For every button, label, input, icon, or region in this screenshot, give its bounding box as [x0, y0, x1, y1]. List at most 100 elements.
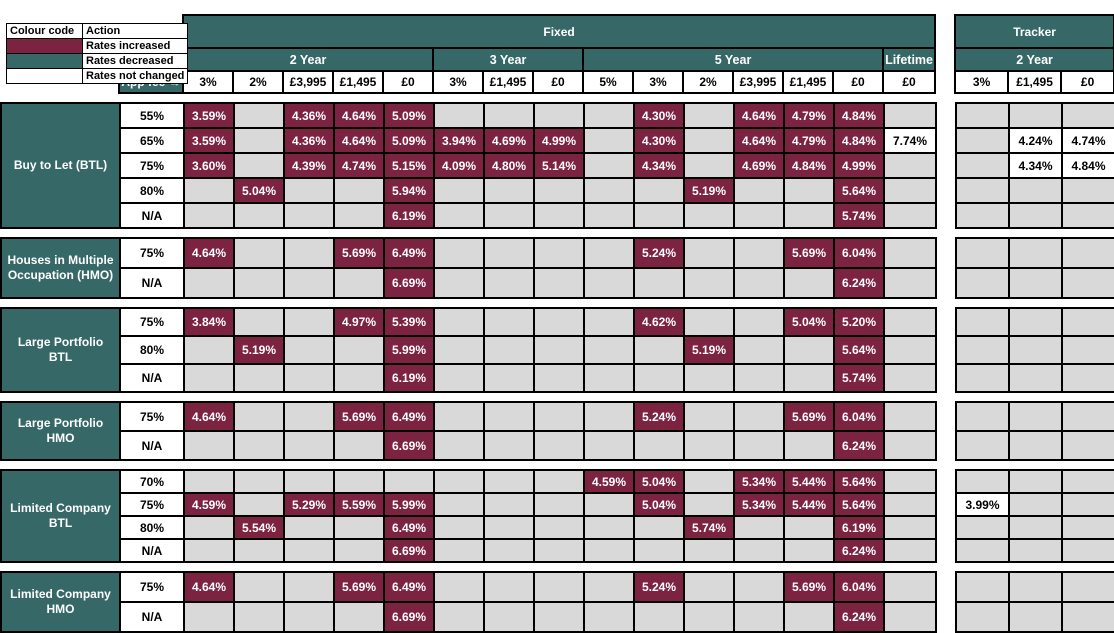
fee-header: 2%: [682, 70, 734, 94]
term-header: 5 Year: [582, 47, 884, 72]
rate-cell-empty: [533, 363, 585, 393]
rate-cell: 6.69%: [383, 601, 435, 633]
section-table: Buy to Let (BTL) 55% 3.59% 4.36% 4.64% 5.09% 4…: [0, 102, 1114, 229]
rate-cell-empty: [333, 538, 385, 563]
section-table: Large Portfolio BTL 75% 3.84% 4.97% 5.39% 4.6…: [0, 307, 1114, 393]
term-header: Lifetime: [881, 47, 937, 72]
legend-swatch-dec: [6, 53, 83, 69]
rate-cell-empty: [683, 152, 735, 179]
rate-cell-empty: [533, 335, 585, 365]
rate-cell-empty: [533, 601, 585, 633]
fee-header: £1,495: [1007, 70, 1063, 94]
rate-cell-empty: [883, 307, 937, 337]
section-table: Limited Company BTL 70% 4.59% 5.04% 5.34% 5.4…: [0, 469, 1114, 563]
rate-cell-empty: [283, 601, 335, 633]
rate-cell: 4.62%: [633, 307, 685, 337]
rate-cell: 4.80%: [483, 152, 535, 179]
rate-cell-empty: [433, 601, 485, 633]
fee-header: £3,995: [282, 70, 334, 94]
rate-cell: 4.36%: [283, 102, 335, 129]
rate-cell-empty: [483, 401, 535, 432]
rate-cell: 5.24%: [633, 401, 685, 432]
rate-cell-empty: [683, 127, 735, 154]
rate-cell: 6.69%: [383, 267, 435, 299]
rate-cell-empty: [233, 469, 285, 494]
rate-cell-empty: [733, 202, 785, 229]
rate-cell: 6.04%: [833, 401, 885, 432]
rate-cell-empty: [683, 363, 735, 393]
rate-cell-empty: [1061, 492, 1114, 517]
rate-cell-empty: [333, 515, 385, 540]
ltv-label: N/A: [119, 363, 185, 393]
rate-cell-empty: [283, 515, 335, 540]
rate-cell: 5.09%: [383, 102, 435, 129]
table-gap: [936, 308, 956, 336]
ltv-label: 75%: [119, 571, 185, 603]
rate-cell-empty: [955, 177, 1010, 204]
rate-cell-empty: [733, 538, 785, 563]
rate-cell-empty: [1008, 401, 1063, 432]
table-row: Large Portfolio HMO 75% 4.64% 5.69% 6.49% 5.2…: [0, 401, 1114, 461]
fee-header: £1,495: [782, 70, 834, 94]
rate-cell: 5.29%: [283, 492, 335, 517]
rate-cell-empty: [955, 601, 1010, 633]
rate-cell-empty: [1061, 237, 1114, 269]
rate-cell-empty: [883, 538, 937, 563]
rate-cell-empty: [433, 515, 485, 540]
rate-cell-empty: [533, 267, 585, 299]
rate-cell: 5.04%: [233, 177, 285, 204]
rate-cell-empty: [1061, 363, 1114, 393]
rate-cell-empty: [283, 307, 335, 337]
rate-cell-empty: [233, 601, 285, 633]
rate-cell: 4.64%: [733, 102, 785, 129]
rate-cell-empty: [1008, 307, 1063, 337]
table-row: N/A 6.19% 5.74%: [1, 363, 1114, 393]
table-row: Large Portfolio BTL 75% 3.84% 4.97% 5.39% 4.6…: [0, 307, 1114, 393]
rate-cell-empty: [733, 237, 785, 269]
rate-cell-empty: [583, 335, 635, 365]
rate-cell: 6.24%: [833, 430, 885, 461]
rate-cell-empty: [783, 202, 835, 229]
table-gap: [936, 402, 956, 431]
rate-cell-empty: [583, 401, 635, 432]
rate-cell-empty: [1008, 571, 1063, 603]
rate-cell-empty: [183, 601, 235, 633]
rate-cell-empty: [1061, 515, 1114, 540]
rate-cell-empty: [1008, 538, 1063, 563]
rate-cell-empty: [883, 335, 937, 365]
rate-cell: 4.99%: [833, 152, 885, 179]
rate-cell-empty: [883, 102, 937, 129]
table-gap: [936, 431, 956, 460]
rate-cell-empty: [283, 430, 335, 461]
rate-cell-empty: [433, 430, 485, 461]
rate-cell-empty: [883, 152, 937, 179]
rate-cell: 4.24%: [1008, 127, 1063, 154]
section-table: Large Portfolio HMO 75% 4.64% 5.69% 6.49% 5.2…: [0, 401, 1114, 461]
rate-cell: 6.19%: [833, 515, 885, 540]
rate-cell-empty: [733, 601, 785, 633]
rate-cell: 4.79%: [783, 127, 835, 154]
rate-cell: 4.69%: [483, 127, 535, 154]
rate-cell-empty: [955, 430, 1010, 461]
rate-cell: 3.99%: [955, 492, 1010, 517]
rate-cell-empty: [533, 492, 585, 517]
table-gap: [936, 178, 956, 203]
rate-cell: 6.19%: [383, 363, 435, 393]
rate-cell-empty: [633, 515, 685, 540]
rate-cell-empty: [733, 307, 785, 337]
rate-cell-empty: [683, 571, 735, 603]
rate-cell-empty: [433, 237, 485, 269]
rate-cell-empty: [783, 267, 835, 299]
rate-cell-empty: [633, 335, 685, 365]
rate-cell-empty: [783, 538, 835, 563]
rate-cell-empty: [1008, 363, 1063, 393]
rate-cell: 6.24%: [833, 267, 885, 299]
rate-cell: 3.59%: [183, 127, 235, 154]
rate-cell-empty: [883, 401, 937, 432]
rate-cell-empty: [733, 401, 785, 432]
table-row: 80% 5.54% 6.49% 5.74% 6.19%: [1, 515, 1114, 540]
rate-cell-empty: [183, 335, 235, 365]
rate-cell-empty: [1008, 335, 1063, 365]
rate-cell: 4.97%: [333, 307, 385, 337]
rate-cell-empty: [1061, 601, 1114, 633]
